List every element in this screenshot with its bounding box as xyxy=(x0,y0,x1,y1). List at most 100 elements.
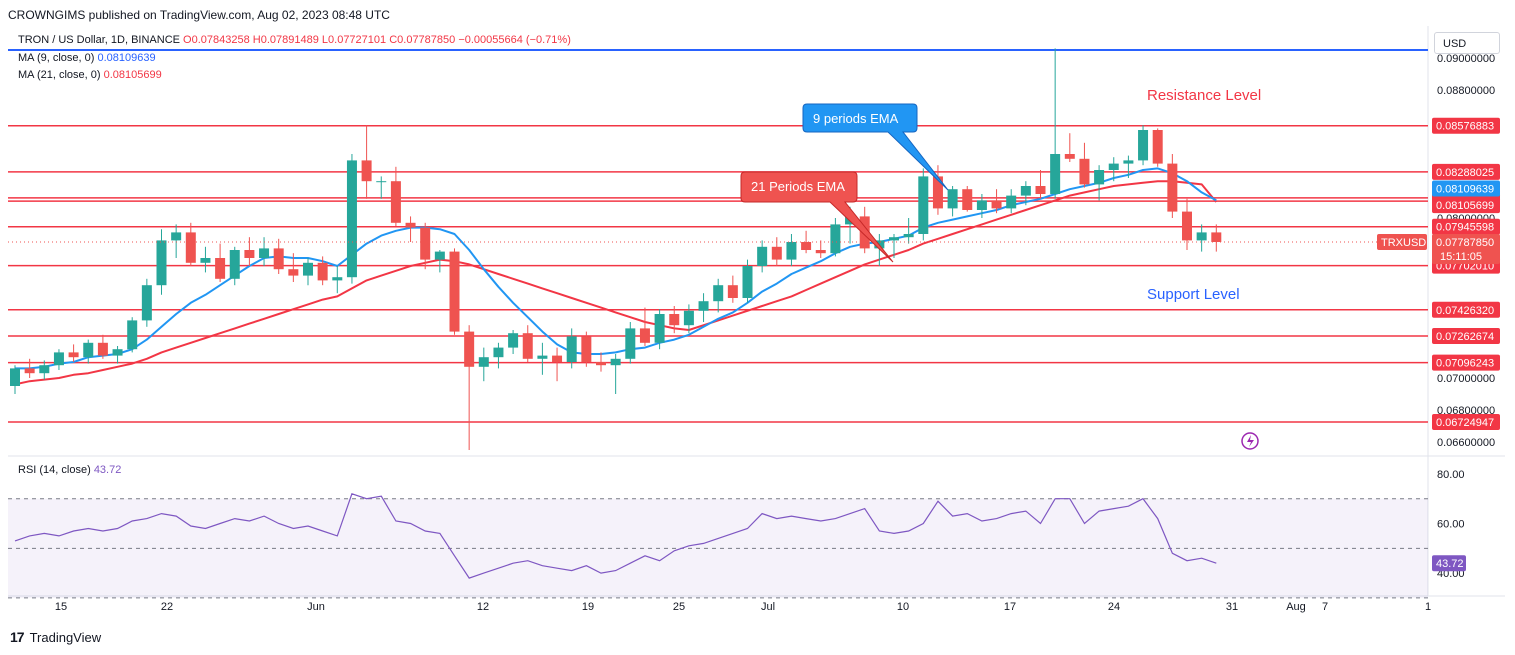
candle-body xyxy=(830,224,841,254)
candle-body xyxy=(727,285,738,298)
candle-body xyxy=(918,176,929,234)
date-axis-tick: Jul xyxy=(761,601,775,613)
candle-body xyxy=(932,176,943,209)
date-axis-tick: 24 xyxy=(1108,601,1120,613)
candle-body xyxy=(156,240,167,286)
candle-body xyxy=(1123,160,1134,164)
candle-body xyxy=(215,258,226,279)
current-price-text: 0.07787850 xyxy=(1436,237,1494,249)
price-box xyxy=(1432,234,1500,264)
candle xyxy=(434,250,445,273)
candle xyxy=(1167,154,1178,218)
candle-body xyxy=(669,314,680,326)
level-label-text: 0.07096243 xyxy=(1436,358,1494,370)
candle-body xyxy=(742,266,753,298)
symbol-legend: TRON / US Dollar, 1D, BINANCE O0.0784325… xyxy=(18,34,571,46)
level-label: 0.07096243 xyxy=(1432,354,1500,371)
rsi-axis-tick: 80.00 xyxy=(1437,469,1465,481)
candle xyxy=(405,216,416,242)
currency-button[interactable]: USD xyxy=(1434,32,1500,54)
candle-body xyxy=(376,181,387,183)
candle-body xyxy=(1211,232,1222,242)
date-axis-tick: 12 xyxy=(477,601,489,613)
candle-body xyxy=(1064,154,1075,159)
level-label-text: 0.06724947 xyxy=(1436,417,1494,429)
ma21-legend[interactable]: MA (21, close, 0) 0.08105699 xyxy=(18,69,162,81)
ma9-value: 0.08109639 xyxy=(97,52,156,64)
candle-body xyxy=(1152,130,1163,164)
candle xyxy=(1064,133,1075,162)
candle xyxy=(903,218,914,244)
candle-body xyxy=(771,246,782,260)
candle xyxy=(962,186,973,212)
candle-body xyxy=(1094,170,1105,185)
candle-body xyxy=(141,285,152,321)
candle xyxy=(68,344,79,362)
candle xyxy=(654,309,665,350)
candle-body xyxy=(566,336,577,362)
candle-body xyxy=(1138,130,1149,161)
ma9-label: MA (9, close, 0) xyxy=(18,52,95,64)
candle xyxy=(1211,224,1222,252)
ma21-axis-label-text: 0.08105699 xyxy=(1436,200,1494,212)
candle xyxy=(171,224,182,258)
tradingview-footer[interactable]: 17 TradingView xyxy=(10,629,101,645)
tradingview-logo-icon: 17 xyxy=(10,629,25,645)
rsi-label: RSI (14, close) xyxy=(18,464,91,476)
candle xyxy=(742,259,753,303)
level-label-box xyxy=(1432,163,1500,180)
candle-body xyxy=(1167,163,1178,212)
date-axis-tick: 7 xyxy=(1322,601,1328,613)
candle-body xyxy=(420,227,431,260)
ma21-axis-label-box xyxy=(1432,197,1500,214)
candle xyxy=(10,365,20,394)
current-price-label: TRXUSD 0.07787850 15:11:05 xyxy=(1377,234,1500,264)
candle xyxy=(215,243,226,282)
rsi-legend[interactable]: RSI (14, close) 43.72 xyxy=(18,464,121,476)
candle xyxy=(669,306,680,334)
rsi-value-box xyxy=(1432,555,1466,572)
date-axis-tick: 10 xyxy=(897,601,909,613)
candle xyxy=(683,304,694,334)
candle xyxy=(39,360,50,380)
candle xyxy=(53,349,64,370)
lightning-icon-bolt xyxy=(1247,435,1254,447)
rsi-value-label: 43.72 xyxy=(1432,555,1466,572)
candle-body xyxy=(493,347,504,358)
candle xyxy=(288,253,299,282)
close-value: C0.07787850 xyxy=(389,34,456,46)
candle xyxy=(566,328,577,369)
price-axis-tick: 0.06600000 xyxy=(1437,437,1495,449)
ma9-legend[interactable]: MA (9, close, 0) 0.08109639 xyxy=(18,52,156,64)
candle-body xyxy=(171,232,182,241)
candle-body xyxy=(976,200,987,210)
candle-body xyxy=(1196,232,1207,241)
candle-body xyxy=(259,248,270,258)
candle-body xyxy=(581,336,592,362)
candle-body xyxy=(552,355,563,362)
rsi-value-text: 43.72 xyxy=(1436,558,1464,570)
level-label-text: 0.08288025 xyxy=(1436,167,1494,179)
level-label-text: 0.07262674 xyxy=(1436,331,1494,343)
candle xyxy=(815,240,826,258)
price-axis-tick: 0.07000000 xyxy=(1437,373,1495,385)
candle xyxy=(757,240,768,273)
candle xyxy=(97,334,108,359)
candle-body xyxy=(449,251,460,332)
candle xyxy=(1035,170,1046,199)
level-label: 0.08288025 xyxy=(1432,163,1500,180)
candle-body xyxy=(639,328,650,343)
candle xyxy=(346,154,357,284)
date-axis-tick: 31 xyxy=(1226,601,1238,613)
candle-body xyxy=(991,200,1002,209)
candle xyxy=(200,246,211,273)
lightning-icon xyxy=(1241,432,1259,450)
candle-body xyxy=(68,352,79,358)
candle-body xyxy=(229,250,240,279)
candle xyxy=(332,266,343,294)
candle xyxy=(478,347,489,382)
candle xyxy=(229,246,240,286)
candle-body xyxy=(757,246,768,266)
candle-body xyxy=(713,285,724,302)
